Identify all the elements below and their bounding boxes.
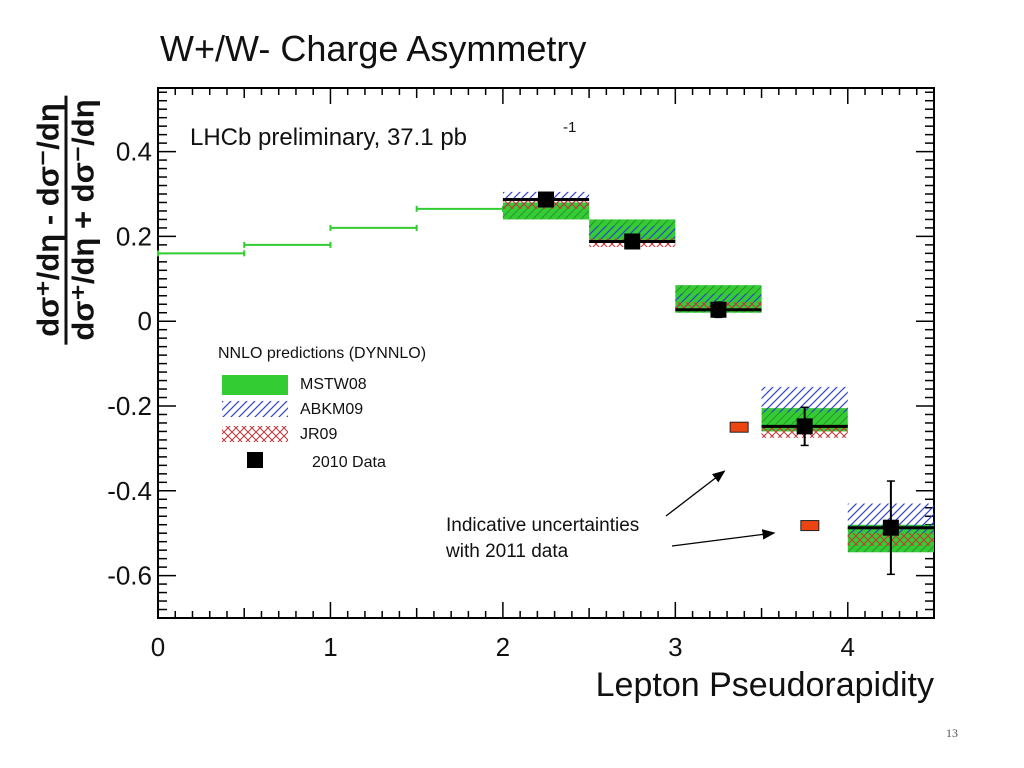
legend-entry: ABKM09 bbox=[300, 401, 363, 418]
x-tick-label: 4 bbox=[841, 632, 855, 662]
data-point-marker bbox=[624, 233, 641, 250]
indicative-2011-marker bbox=[800, 520, 820, 532]
data-point-marker bbox=[710, 301, 727, 318]
legend-entry: JR09 bbox=[300, 426, 337, 443]
x-tick-label: 1 bbox=[323, 632, 337, 662]
legend-swatch-jr09 bbox=[222, 426, 288, 442]
y-tick-label: 0.2 bbox=[116, 221, 152, 251]
annotation-arrow bbox=[671, 529, 776, 547]
y-tick-label: 0 bbox=[138, 306, 152, 336]
data-point-marker bbox=[882, 519, 899, 536]
preliminary-label: LHCb preliminary, 37.1 pb bbox=[190, 124, 467, 151]
x-tick-label: 0 bbox=[151, 632, 165, 662]
x-tick-label: 3 bbox=[668, 632, 682, 662]
abkm09-band bbox=[589, 225, 676, 241]
y-tick-label: -0.2 bbox=[107, 391, 152, 421]
legend-title: NNLO predictions (DYNNLO) bbox=[218, 345, 426, 362]
indicative-2011-marker bbox=[729, 421, 749, 433]
annotation-arrow bbox=[665, 470, 726, 517]
legend-swatch-abkm09 bbox=[222, 401, 288, 417]
annotation-text-line: Indicative uncertainties bbox=[446, 515, 639, 536]
legend-swatch-mstw08 bbox=[222, 375, 288, 395]
chart-title: W+/W- Charge Asymmetry bbox=[160, 28, 587, 69]
annotation-text-line: with 2011 data bbox=[445, 541, 569, 562]
y-tick-label: 0.4 bbox=[116, 137, 152, 167]
x-axis-label: Lepton Pseudorapidity bbox=[595, 666, 934, 704]
x-tick-label: 2 bbox=[496, 632, 510, 662]
data-point-marker bbox=[796, 418, 813, 435]
y-tick-label: -0.4 bbox=[107, 476, 152, 506]
preliminary-label-sup: -1 bbox=[563, 119, 576, 136]
data-point-marker bbox=[538, 191, 554, 208]
legend-entry: 2010 Data bbox=[312, 454, 386, 471]
plot-frame bbox=[157, 87, 935, 619]
y-tick-label: -0.6 bbox=[107, 561, 152, 591]
legend-swatch-data bbox=[247, 452, 263, 468]
legend-entry: MSTW08 bbox=[300, 376, 367, 393]
slide-number: 13 bbox=[946, 726, 958, 740]
